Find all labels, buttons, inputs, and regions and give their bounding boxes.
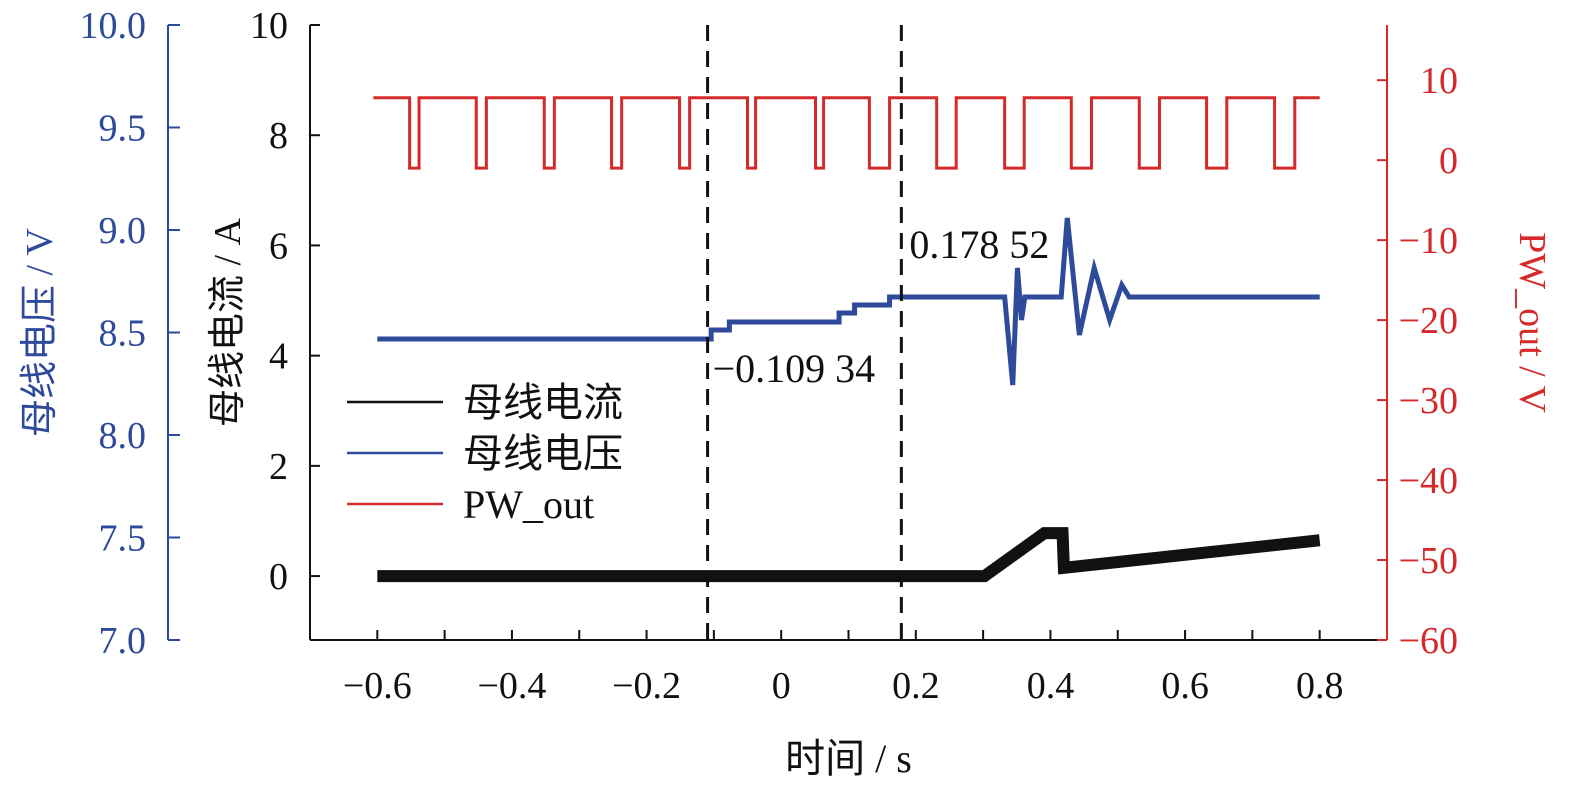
x-tick-label: 0.2 [892,665,940,707]
x-tick-label: 0.6 [1161,665,1209,707]
current-tick-label: 6 [269,225,288,267]
x-tick-label: 0.4 [1027,665,1075,707]
current-tick-label: 8 [269,115,288,157]
voltage-tick-label: 8.0 [99,415,147,457]
vline-label: −0.109 34 [713,346,876,391]
x-tick-label: −0.4 [477,665,546,707]
pw-tick-label: −40 [1399,460,1458,502]
current-tick-label: 0 [269,556,288,598]
voltage-tick-label: 8.5 [99,313,147,355]
current-tick-label: 4 [269,336,288,378]
series-line-current [377,527,1321,583]
pw-tick-label: 10 [1420,60,1458,102]
pw-tick-label: 0 [1439,140,1458,182]
legend-label: 母线电压 [463,431,623,476]
voltage-axis-label: 母线电压 / V [19,227,61,437]
voltage-tick-label: 10.0 [80,5,147,47]
current-tick-label: 2 [269,446,288,488]
series-line-voltage [377,217,1320,386]
pw-tick-label: −50 [1399,540,1458,582]
x-tick-label: −0.2 [612,665,681,707]
pw-tick-label: −60 [1399,620,1458,662]
voltage-tick-label: 9.5 [99,108,147,150]
x-tick-label: 0 [772,665,791,707]
current-tick-label: 10 [250,5,288,47]
series-line-pw [373,96,1320,170]
pw-tick-label: −30 [1399,380,1458,422]
x-tick-label: −0.6 [343,665,412,707]
current-axis-label: 母线电流 / A [207,217,249,427]
vline-label: 0.178 52 [909,222,1049,267]
legend-label: PW_out [463,482,594,527]
x-axis-label: 时间 / s [785,736,912,781]
pw-axis-label: PW_out / V [1511,232,1553,413]
x-tick-label: 0.8 [1296,665,1344,707]
voltage-tick-label: 9.0 [99,210,147,252]
legend-label: 母线电流 [463,380,623,425]
pw-tick-label: −10 [1399,220,1458,262]
voltage-tick-label: 7.5 [99,518,147,560]
pw-tick-label: −20 [1399,300,1458,342]
voltage-tick-label: 7.0 [99,620,147,662]
